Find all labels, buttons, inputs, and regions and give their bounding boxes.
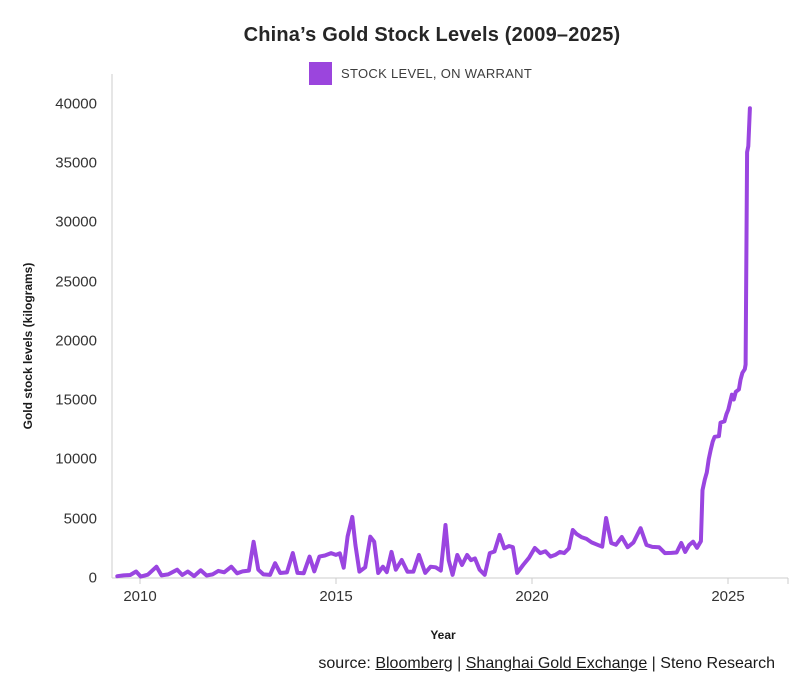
source-link-shanghai-gold-exchange[interactable]: Shanghai Gold Exchange — [465, 655, 648, 672]
x-tick-label: 2025 — [711, 588, 745, 605]
source-line: source: Bloomberg | Shanghai Gold Exchan… — [318, 655, 775, 673]
y-tick-label: 10000 — [55, 450, 97, 468]
y-tick-label: 5000 — [63, 510, 97, 528]
legend: STOCK LEVEL, ON WARRANT — [309, 62, 532, 85]
stock-level-line — [115, 106, 752, 579]
chart-title: China’s Gold Stock Levels (2009–2025) — [243, 24, 621, 46]
y-tick-label: 35000 — [55, 154, 97, 172]
x-tick-label: 2010 — [123, 588, 157, 605]
legend-label: STOCK LEVEL, ON WARRANT — [341, 66, 533, 81]
source-separator: | — [452, 655, 466, 672]
y-tick-label: 20000 — [55, 332, 97, 350]
y-tick-label: 15000 — [55, 391, 97, 409]
source-link-bloomberg[interactable]: Bloomberg — [375, 655, 453, 672]
y-tick-label: 25000 — [55, 273, 97, 291]
y-tick-label: 30000 — [55, 213, 97, 231]
x-tick-label: 2020 — [515, 588, 549, 605]
y-tick-label: 40000 — [55, 95, 97, 113]
source-prefix: source: — [318, 655, 376, 672]
source-suffix: | Steno Research — [647, 655, 775, 672]
y-tick-label: 0 — [88, 569, 97, 587]
x-axis-title: Year — [430, 628, 456, 642]
x-tick-label: 2015 — [319, 588, 353, 605]
legend-swatch-icon — [309, 62, 332, 85]
